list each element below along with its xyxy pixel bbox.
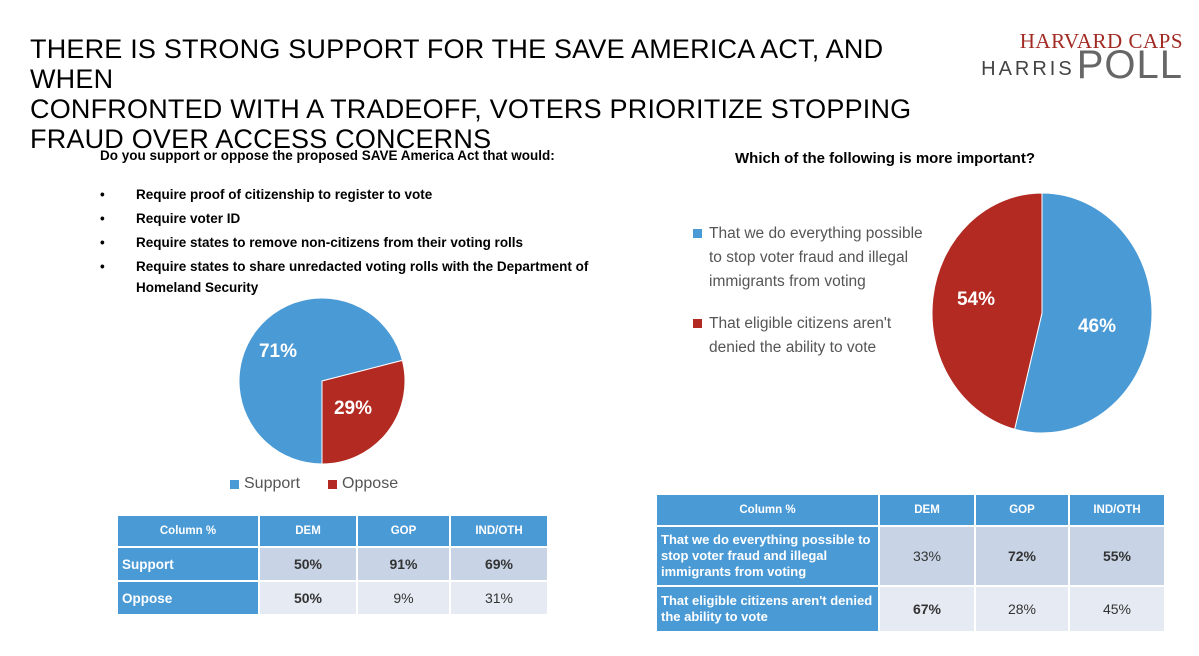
bullet-icon: • xyxy=(100,235,105,250)
list-item: • Require proof of citizenship to registe… xyxy=(100,184,620,205)
legend-swatch xyxy=(693,229,702,238)
oppose-slice xyxy=(321,359,406,465)
table-cell: 31% xyxy=(451,582,547,614)
title-line: CONFRONTED WITH A TRADEOFF, VOTERS PRIOR… xyxy=(30,94,912,124)
table-row: Oppose 50% 9% 31% xyxy=(118,582,547,614)
legend-item-stop-fraud: That we do everything possible to stop v… xyxy=(693,222,923,294)
table-cell: 9% xyxy=(358,582,449,614)
legend-label: Oppose xyxy=(342,475,399,492)
legend-item-support: Support xyxy=(230,475,300,493)
support-crosstab-table: Column % DEM GOP IND/OTH Support 50% 91%… xyxy=(116,514,549,616)
legend-swatch xyxy=(230,479,239,489)
row-label: Oppose xyxy=(118,582,258,614)
logo-poll: POLL xyxy=(1076,43,1183,87)
act-provisions-list: • Require proof of citizenship to registe… xyxy=(100,184,620,301)
list-item: • Require voter ID xyxy=(100,208,620,229)
column-header: IND/OTH xyxy=(451,516,547,546)
provision-text: Require proof of citizenship to register… xyxy=(136,187,433,202)
list-item: • Require states to remove non-citizens f… xyxy=(100,232,620,253)
legend-label: That we do everything possible to stop v… xyxy=(709,225,923,290)
column-header: Column % xyxy=(657,495,878,525)
bullet-icon: • xyxy=(100,259,105,274)
table-header-row: Column % DEM GOP IND/OTH xyxy=(118,516,547,546)
table-cell: 69% xyxy=(451,548,547,580)
table-row: That eligible citizens aren't denied the… xyxy=(657,587,1164,631)
importance-legend: That we do everything possible to stop v… xyxy=(693,222,923,378)
page-title: THERE IS STRONG SUPPORT FOR THE SAVE AME… xyxy=(30,34,930,154)
access-slice xyxy=(931,192,1043,430)
harvard-caps-harris-poll-logo: HARVARD CAPS HARRIS POLL xyxy=(981,29,1183,87)
column-header: DEM xyxy=(260,516,356,546)
table-row: That we do everything possible to stop v… xyxy=(657,527,1164,585)
importance-question: Which of the following is more important… xyxy=(735,150,1035,167)
table-cell: 55% xyxy=(1070,527,1164,585)
legend-item-oppose: Oppose xyxy=(328,475,398,493)
bullet-icon: • xyxy=(100,187,105,202)
support-question: Do you support or oppose the proposed SA… xyxy=(100,148,555,163)
provision-text: Require voter ID xyxy=(136,211,241,226)
bullet-icon: • xyxy=(100,211,105,226)
table-row: Support 50% 91% 69% xyxy=(118,548,547,580)
support-legend: Support Oppose xyxy=(230,475,398,493)
row-label: That we do everything possible to stop v… xyxy=(657,527,878,585)
table-header-row: Column % DEM GOP IND/OTH xyxy=(657,495,1164,525)
legend-swatch xyxy=(693,319,702,328)
access-data-label: 46% xyxy=(1078,316,1116,337)
logo-harris: HARRIS xyxy=(981,58,1075,80)
stop-fraud-slice xyxy=(1014,192,1152,434)
importance-crosstab-table: Column % DEM GOP IND/OTH That we do ever… xyxy=(655,493,1166,633)
title-line: THERE IS STRONG SUPPORT FOR THE SAVE AME… xyxy=(30,34,884,94)
stop-fraud-data-label: 54% xyxy=(957,289,995,310)
legend-label: That eligible citizens aren't denied the… xyxy=(709,315,892,356)
column-header: Column % xyxy=(118,516,258,546)
importance-pie-chart: 54% 46% xyxy=(931,192,1152,434)
row-label: That eligible citizens aren't denied the… xyxy=(657,587,878,631)
table-cell: 67% xyxy=(880,587,974,631)
title-line: FRAUD OVER ACCESS CONCERNS xyxy=(30,124,492,154)
table-cell: 33% xyxy=(880,527,974,585)
column-header: GOP xyxy=(976,495,1068,525)
support-pie-chart: 71% 29% xyxy=(238,297,406,465)
column-header: DEM xyxy=(880,495,974,525)
list-item: • Require states to share unredacted voti… xyxy=(100,256,620,298)
provision-text: Require states to share unredacted votin… xyxy=(136,259,589,295)
logo-harvard-caps: HARVARD CAPS xyxy=(1019,29,1183,53)
legend-swatch xyxy=(328,479,338,489)
legend-item-access: That eligible citizens aren't denied the… xyxy=(693,312,923,360)
table-cell: 91% xyxy=(358,548,449,580)
oppose-data-label: 29% xyxy=(334,398,372,419)
table-cell: 45% xyxy=(1070,587,1164,631)
column-header: IND/OTH xyxy=(1070,495,1164,525)
table-cell: 50% xyxy=(260,582,356,614)
table-cell: 28% xyxy=(976,587,1068,631)
table-cell: 50% xyxy=(260,548,356,580)
support-slice xyxy=(238,297,404,465)
column-header: GOP xyxy=(358,516,449,546)
legend-label: Support xyxy=(244,475,301,492)
row-label: Support xyxy=(118,548,258,580)
support-data-label: 71% xyxy=(259,341,297,362)
table-cell: 72% xyxy=(976,527,1068,585)
provision-text: Require states to remove non-citizens fr… xyxy=(136,235,524,250)
